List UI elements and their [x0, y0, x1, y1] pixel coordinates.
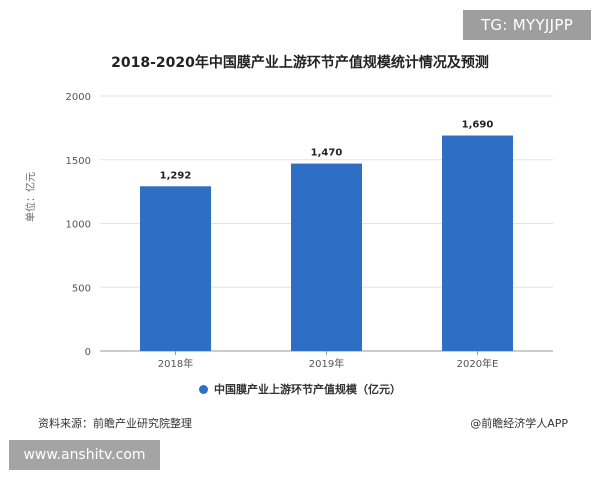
bar — [140, 186, 211, 351]
x-tick-label: 2019年 — [309, 357, 344, 370]
y-tick-label: 0 — [85, 347, 91, 358]
legend-label: 中国膜产业上游环节产值规模（亿元） — [214, 383, 401, 396]
watermark-tag: TG: MYYJJPP — [463, 10, 591, 40]
chart-title: 2018-2020年中国膜产业上游环节产值规模统计情况及预测 — [111, 55, 489, 71]
legend: 中国膜产业上游环节产值规模（亿元） — [0, 381, 600, 397]
data-label: 1,292 — [160, 170, 192, 181]
y-tick-label: 1000 — [66, 220, 91, 231]
legend-marker — [199, 384, 208, 394]
y-tick-label: 2000 — [66, 92, 91, 103]
x-tick-label: 2018年 — [158, 357, 193, 370]
bar — [442, 135, 513, 351]
site-url-tag: www.anshitv.com — [9, 440, 160, 470]
bar — [291, 163, 362, 351]
x-tick-label: 2020年E — [457, 357, 499, 370]
y-tick-label: 500 — [72, 283, 91, 294]
data-label: 1,470 — [311, 148, 343, 159]
data-label: 1,690 — [462, 120, 494, 131]
source-note: 资料来源：前瞻产业研究院整理 — [38, 417, 192, 430]
publisher-credit: @前瞻经济学人APP — [470, 417, 568, 430]
y-tick-label: 1500 — [66, 156, 91, 167]
